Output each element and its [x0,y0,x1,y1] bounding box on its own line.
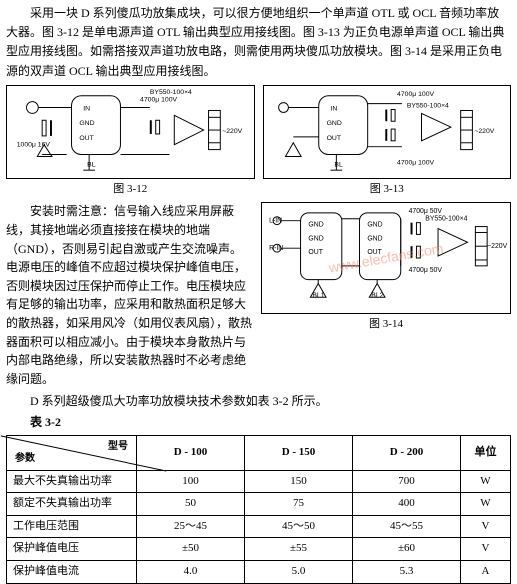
cell: A [461,561,511,584]
cell: V [461,515,511,538]
svg-text:4700μ 100V: 4700μ 100V [140,96,177,103]
svg-text:OUT: OUT [326,135,341,142]
cell: 45～50 [245,515,353,538]
cell: W [461,470,511,493]
circuit-3-14: L-IN R-IN GND GND OUT GND GND OUT BL1 BL… [261,202,511,314]
svg-text:4700μ 50V: 4700μ 50V [409,208,443,215]
svg-text:GND: GND [308,222,323,229]
cell: 25～45 [137,515,245,538]
svg-text:IN: IN [330,105,337,112]
svg-text:OUT: OUT [79,135,94,142]
svg-text:BL1: BL1 [312,293,324,300]
cell: 5.3 [353,561,461,584]
cell: 100 [137,470,245,493]
row-label: 保护峰值电压 [7,538,137,561]
cell: V [461,538,511,561]
install-paragraph: 安装时需注意：信号输入线应采用屏蔽线，其接地端必须直接接在模块的地端（GND），… [6,202,253,388]
cell: 700 [353,470,461,493]
cell: 400 [353,493,461,516]
circuit-3-13: IN GND OUT BL 4700μ 100V 4700μ 100V BY55… [263,85,512,179]
table-row: 额定不失真输出功率 50 75 400 W [7,493,511,516]
svg-text:~220V: ~220V [474,128,494,135]
svg-text:OUT: OUT [308,249,323,256]
figure-3-13: IN GND OUT BL 4700μ 100V 4700μ 100V BY55… [263,85,512,199]
svg-text:BL: BL [334,161,343,168]
svg-text:GND: GND [367,222,382,229]
intro-paragraph: 采用一块 D 系列傻瓜功放集成块，可以很方便地组织一个单声道 OTL 或 OCL… [6,4,511,81]
figure-3-14: L-IN R-IN GND GND OUT GND GND OUT BL1 BL… [261,202,511,388]
params-table: 型号 参数 D - 100 D - 150 D - 200 单位 最大不失真输出… [6,435,511,584]
circuit-3-12: IN GND OUT BL 1000μ 16V 4700μ 100V BY550… [6,85,255,179]
mid-section: 安装时需注意：信号输入线应采用屏蔽线，其接地端必须直接接在模块的地端（GND），… [6,202,511,388]
table-row: 保护峰值电压 ±50 ±55 ±60 V [7,538,511,561]
svg-text:GND: GND [367,236,382,243]
col-d100: D - 100 [137,435,245,470]
table-title: 表 3-2 [6,413,511,432]
table-row: 最大不失真输出功率 100 150 700 W [7,470,511,493]
svg-text:~220V: ~220V [487,244,507,251]
col-d150: D - 150 [245,435,353,470]
table-diag-header: 型号 参数 [7,435,137,470]
caption-3-13: 图 3-13 [263,181,512,199]
svg-text:GND: GND [326,120,341,127]
row-label: 保护峰值电流 [7,561,137,584]
caption-3-12: 图 3-12 [6,181,255,199]
svg-text:BL2: BL2 [371,293,383,300]
caption-3-14: 图 3-14 [261,316,511,334]
row-label: 工作电压范围 [7,515,137,538]
cell: ±60 [353,538,461,561]
cell: 45～55 [353,515,461,538]
post-paragraph: D 系列超级傻瓜大功率功放模块技术参数如表 3-2 所示。 [6,392,511,411]
cell: 150 [245,470,353,493]
col-unit: 单位 [461,435,511,470]
cell: 50 [137,493,245,516]
svg-text:BY550-100×4: BY550-100×4 [150,89,192,96]
diag-bottom-label: 参数 [15,451,35,467]
svg-text:IN: IN [83,105,90,112]
row-label: 最大不失真输出功率 [7,470,137,493]
figure-3-12: IN GND OUT BL 1000μ 16V 4700μ 100V BY550… [6,85,255,199]
install-notes: 安装时需注意：信号输入线应采用屏蔽线，其接地端必须直接接在模块的地端（GND），… [6,202,253,388]
svg-text:GND: GND [79,120,94,127]
diag-top-label: 型号 [108,439,128,455]
diagrams-top-row: IN GND OUT BL 1000μ 16V 4700μ 100V BY550… [6,85,511,199]
svg-text:4700μ 100V: 4700μ 100V [397,159,434,166]
cell: 75 [245,493,353,516]
cell: 5.0 [245,561,353,584]
table-row: 工作电压范围 25～45 45～50 45～55 V [7,515,511,538]
svg-text:BL: BL [87,161,96,168]
svg-text:4700μ 100V: 4700μ 100V [397,91,434,98]
cell: W [461,493,511,516]
svg-text:1000μ 16V: 1000μ 16V [17,141,51,148]
row-label: 额定不失真输出功率 [7,493,137,516]
svg-text:4700μ 50V: 4700μ 50V [409,267,443,274]
table-row: 保护峰值电流 4.0 5.0 5.3 A [7,561,511,584]
cell: ±55 [245,538,353,561]
svg-text:GND: GND [308,236,323,243]
cell: 4.0 [137,561,245,584]
svg-text:BY550-100×4: BY550-100×4 [425,216,467,223]
svg-text:BY550-100×4: BY550-100×4 [406,102,448,109]
col-d200: D - 200 [353,435,461,470]
svg-text:OUT: OUT [367,249,382,256]
svg-text:~220V: ~220V [222,128,242,135]
cell: ±50 [137,538,245,561]
